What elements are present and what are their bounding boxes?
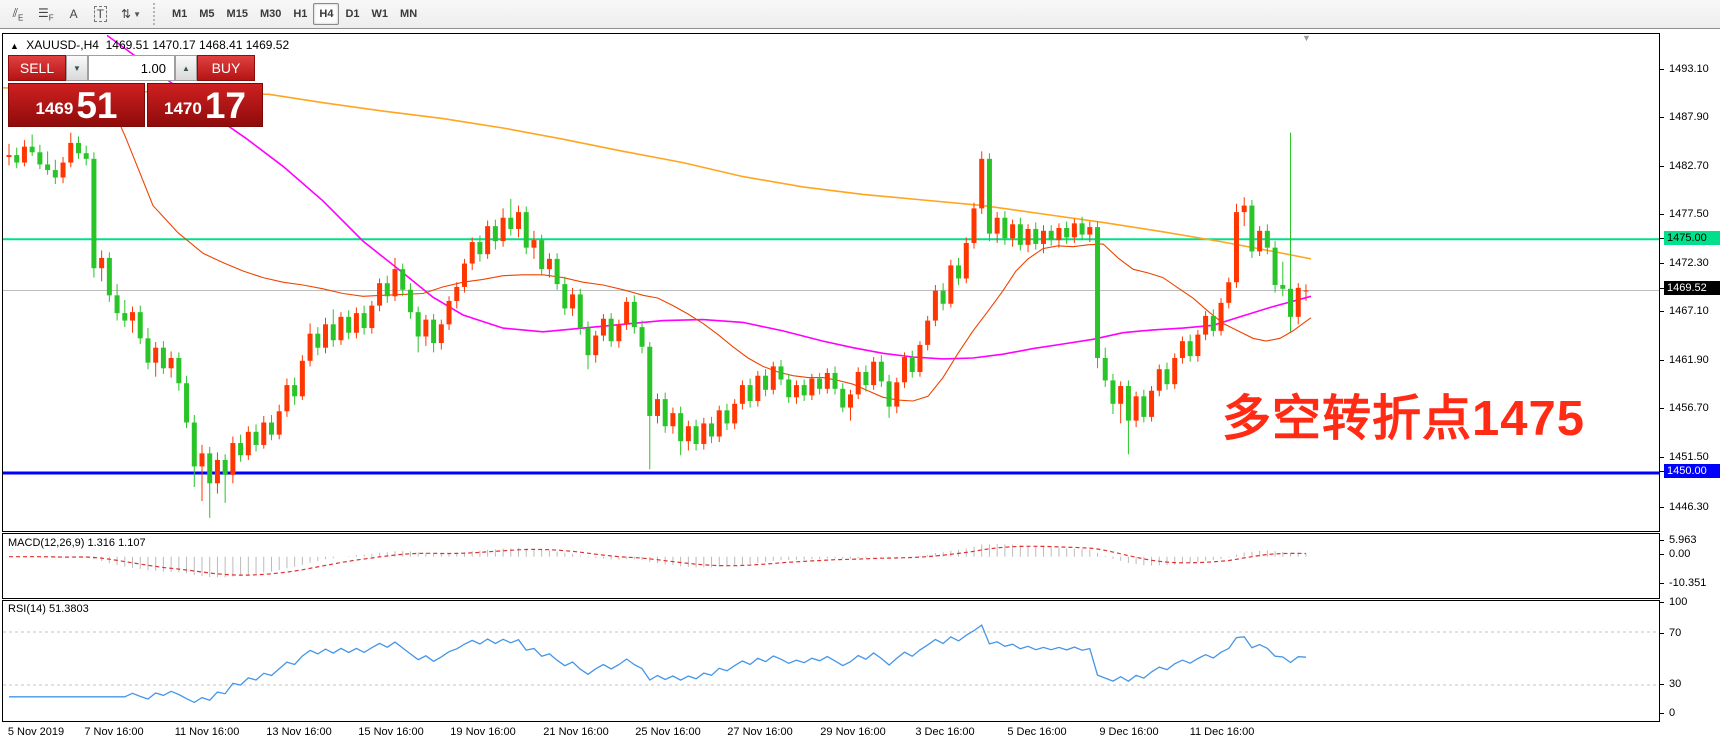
buy-button[interactable]: BUY	[197, 55, 255, 81]
price-axis-label: 1456.70	[1669, 402, 1709, 414]
price-axis-label: 1446.30	[1669, 501, 1709, 513]
time-axis-label: 19 Nov 16:00	[450, 726, 516, 738]
timeframe-button-m30[interactable]: M30	[259, 8, 282, 20]
price-axis[interactable]: 1493.10 1487.90 1482.70 1477.50 1475.00 1472.…	[1660, 33, 1720, 723]
timeframe-button-m15[interactable]: M15	[226, 8, 248, 20]
equidistant-channel-icon[interactable]: ⫽E	[12, 5, 24, 23]
chevron-down-icon: ▼	[133, 9, 141, 19]
timeframe-buttons: M1 M5 M15 M30 H1 H4 D1 W1 MN	[166, 3, 423, 25]
price-axis-label: 1472.30	[1669, 257, 1709, 269]
macd-panel[interactable]	[2, 533, 1660, 599]
arrows-icon[interactable]: ⇅ ▼	[121, 7, 141, 21]
time-axis-label: 29 Nov 16:00	[820, 726, 886, 738]
time-axis-label: 27 Nov 16:00	[727, 726, 793, 738]
buy-price-small: 1470	[164, 99, 202, 118]
ohlc-values: 1469.51 1470.17 1468.41 1469.52	[105, 38, 290, 52]
sell-price-small: 1469	[35, 99, 74, 118]
time-axis[interactable]: 5 Nov 2019 7 Nov 16:00 11 Nov 16:00 13 Nov …	[2, 722, 1658, 744]
price-axis-label: 1493.10	[1669, 63, 1709, 75]
text-box-icon[interactable]: T	[88, 3, 113, 25]
time-axis-label: 15 Nov 16:00	[358, 726, 424, 738]
price-axis-label: 1461.90	[1669, 354, 1709, 366]
time-axis-label: 25 Nov 16:00	[635, 726, 701, 738]
time-axis-label: 13 Nov 16:00	[266, 726, 332, 738]
one-click-trade-panel: SELL ▼ 1.00 ▲ BUY 1469 51 1470 17	[8, 55, 265, 127]
time-axis-label: 21 Nov 16:00	[543, 726, 609, 738]
timeframe-button-mn[interactable]: MN	[400, 8, 418, 20]
annotation-text: 多空转折点1475	[1222, 392, 1586, 446]
timeframe-button-d1[interactable]: D1	[345, 8, 360, 20]
time-axis-label: 5 Dec 16:00	[1007, 726, 1067, 738]
rsi-panel[interactable]	[2, 600, 1660, 722]
price-axis-label: 1482.70	[1669, 160, 1709, 172]
symbol-period: XAUUSD-,H4	[26, 38, 99, 52]
fibonacci-icon[interactable]: ☰F	[38, 5, 54, 23]
toolbar: ⫽E ☰F A T ⇅ ▼ M1 M5 M15 M30 H1 H4 D1 W1 MN	[0, 0, 1720, 29]
volume-input[interactable]: 1.00	[88, 55, 175, 81]
price-axis-label: 1469.52	[1664, 281, 1720, 295]
volume-decrease-button[interactable]: ▼	[66, 55, 88, 81]
time-axis-label: 5 Nov 2019	[7, 726, 65, 738]
rsi-label: RSI(14) 51.3803	[8, 603, 89, 615]
price-axis-label: 1450.00	[1664, 464, 1720, 478]
timeframe-button-h4[interactable]: H4	[313, 3, 340, 25]
price-axis-label: 1487.90	[1669, 111, 1709, 123]
timeframe-button-m5[interactable]: M5	[199, 8, 215, 20]
time-axis-label: 11 Dec 16:00	[1189, 726, 1255, 738]
rsi-axis-label: 70	[1669, 627, 1682, 639]
time-axis-label: 3 Dec 16:00	[915, 726, 975, 738]
timeframe-button-h1[interactable]: H1	[293, 8, 308, 20]
price-axis-label: 1477.50	[1669, 208, 1709, 220]
time-axis-label: 11 Nov 16:00	[174, 726, 240, 738]
toolbar-separator	[152, 3, 160, 25]
price-axis-label: 1467.10	[1669, 305, 1709, 317]
buy-price-big: 17	[204, 85, 246, 126]
text-label-icon[interactable]: A	[69, 7, 78, 21]
collapse-panel-icon[interactable]: ▲	[10, 41, 19, 51]
volume-increase-button[interactable]: ▲	[175, 55, 197, 81]
rsi-axis-label: 100	[1669, 596, 1688, 608]
time-axis-label: 7 Nov 16:00	[84, 726, 144, 738]
price-axis-label: 1475.00	[1664, 231, 1720, 245]
buy-quote[interactable]: 1470 17	[147, 83, 263, 127]
sell-quote[interactable]: 1469 51	[8, 83, 145, 127]
macd-axis-label: 0.00	[1669, 548, 1691, 560]
chart-title[interactable]: ▲ XAUUSD-,H4 1469.51 1470.17 1468.41 146…	[10, 38, 289, 52]
macd-axis-label: -10.351	[1669, 577, 1707, 589]
timeframe-button-w1[interactable]: W1	[371, 8, 389, 20]
macd-axis-label: 5.963	[1669, 534, 1697, 546]
rsi-axis-label: 0	[1669, 707, 1676, 719]
macd-label: MACD(12,26,9) 1.316 1.107	[8, 537, 146, 549]
price-axis-label: 1451.50	[1669, 451, 1709, 463]
sell-price-big: 51	[76, 85, 118, 126]
rsi-axis-label: 30	[1669, 678, 1682, 690]
sell-button[interactable]: SELL	[8, 55, 66, 81]
main-chart-panel[interactable]	[2, 33, 1660, 532]
chart-shift-marker[interactable]: ▼	[1302, 33, 1311, 43]
time-axis-label: 9 Dec 16:00	[1099, 726, 1159, 738]
timeframe-button-m1[interactable]: M1	[171, 8, 188, 20]
